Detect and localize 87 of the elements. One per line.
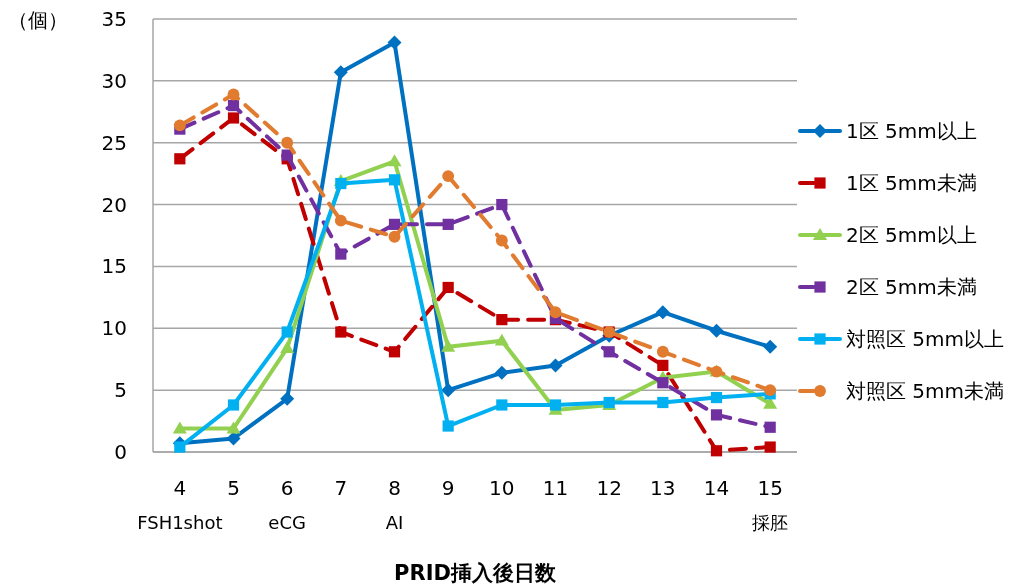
point [387,154,402,167]
point [174,441,186,453]
x-tick-label: 4 [173,476,187,500]
point [710,445,723,457]
point [227,88,240,101]
point [442,218,454,230]
legend-label: 1区 5mm以上 [846,119,977,143]
point [549,306,562,319]
point [442,281,454,294]
point [764,384,777,397]
point [494,365,509,380]
text: eCG [268,512,306,533]
point [494,333,509,346]
x-tick-label: 9 [441,476,455,500]
point [226,421,241,434]
point [280,391,295,406]
y-tick-label: 0 [114,440,127,464]
x-tick-label: 7 [334,476,348,500]
y-tick-label: 20 [101,192,127,217]
x-tick-label: 6 [280,476,294,500]
y-tick-label: 10 [101,316,127,341]
point [496,198,508,211]
point [334,214,347,227]
point [764,421,776,433]
legend-label: 対照区 5mm以上 [846,327,1005,351]
point [657,396,669,409]
legend-label: 対照区 5mm未満 [846,379,1005,403]
point [710,391,723,404]
x-tick-label: 8 [388,476,401,500]
legend-label: 1区 5mm未満 [846,171,977,195]
point [281,149,293,161]
point [227,100,240,112]
x-tick-label: 11 [542,476,569,500]
point [281,326,293,338]
point [442,170,455,183]
point [657,359,669,371]
point [173,119,186,132]
point [548,358,563,373]
x-tick-label: 13 [650,476,676,500]
point [442,420,454,432]
point [657,377,669,389]
y-tick-label: 5 [114,378,127,403]
point [656,345,669,358]
point [388,174,401,186]
point [335,177,347,190]
x-tick-label: 14 [703,476,730,500]
y-tick-label: 30 [101,68,127,93]
point [496,399,508,411]
point [387,35,402,50]
point [549,399,562,411]
point [226,431,241,446]
point [388,218,401,230]
point [388,346,401,358]
point [335,326,347,338]
point [709,323,724,338]
x-axis-title: PRID挿入後日数 [394,561,557,585]
x-tick-label: 12 [596,476,622,500]
point [763,339,778,354]
point [280,341,295,353]
y-tick-label: 35 [101,7,127,31]
y-tick-label: 15 [101,254,127,279]
point [710,409,723,421]
point [441,383,456,398]
legend-label: 2区 5mm以上 [846,223,977,247]
point [227,112,240,124]
x-tick-label: 10 [489,476,515,500]
x-tick-label: 15 [757,476,783,500]
point [496,314,508,326]
point [441,339,456,352]
y-tick-label: 25 [101,130,127,155]
point [495,234,508,247]
text: 採胚 [752,512,789,533]
point [172,421,187,434]
text: AI [385,512,404,533]
text: FSH1shot [137,512,223,533]
point [764,441,776,453]
y-axis-title: （個） [8,8,68,32]
point [333,65,348,80]
point [388,230,401,243]
point [174,153,186,165]
point [603,346,615,358]
point [655,305,670,320]
legend-label: 2区 5mm未満 [846,275,977,299]
x-tick-label: 5 [227,476,240,500]
point [227,399,240,411]
point [281,136,294,149]
point [335,248,347,260]
